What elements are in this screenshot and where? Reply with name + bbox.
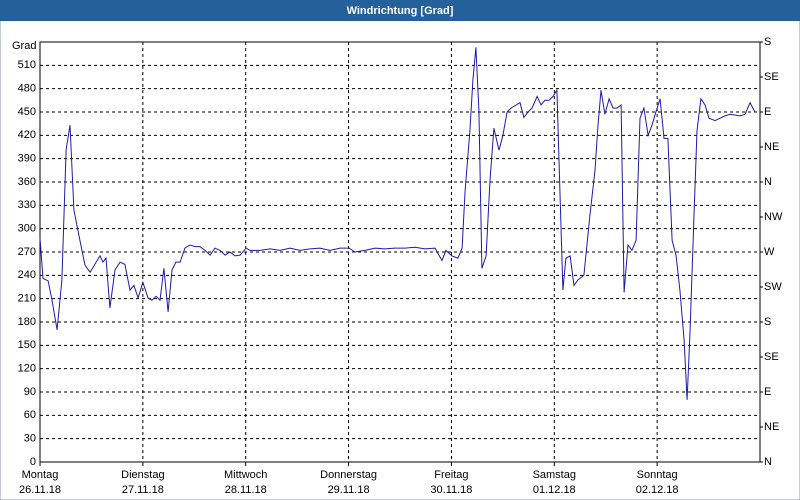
y-tick-label: 90	[24, 386, 36, 398]
title-bar	[0, 0, 800, 21]
y2-tick-label: NE	[764, 141, 779, 153]
x-tick-label: 02.12.18	[636, 484, 679, 496]
y-tick-label: 480	[18, 83, 36, 95]
y-axis-label: Grad	[12, 40, 36, 52]
x-tick-label: Donnerstag	[320, 469, 377, 481]
y2-tick-label: E	[764, 386, 771, 398]
y-tick-label: 120	[18, 363, 36, 375]
y-tick-label: 390	[18, 153, 36, 165]
x-tick-label: 28.11.18	[225, 484, 267, 496]
y-tick-label: 30	[24, 433, 36, 445]
y2-tick-label: N	[764, 456, 772, 468]
y-tick-label: 0	[30, 456, 36, 468]
x-tick-label: Mittwoch	[224, 469, 267, 481]
y-tick-label: 300	[18, 223, 36, 235]
y-tick-label: 240	[18, 269, 36, 281]
y2-tick-label: E	[764, 106, 771, 118]
y2-tick-label: SE	[764, 71, 779, 83]
y2-tick-label: W	[764, 246, 775, 258]
y-tick-label: 210	[18, 293, 36, 305]
x-tick-label: Montag	[22, 469, 59, 481]
x-tick-label: 30.11.18	[430, 484, 472, 496]
y-tick-label: 360	[18, 176, 36, 188]
y2-tick-label: S	[764, 36, 771, 48]
y-tick-label: 150	[18, 339, 36, 351]
x-tick-label: Sonntag	[637, 469, 678, 481]
y-tick-label: 180	[18, 316, 36, 328]
y-tick-label: 60	[24, 409, 36, 421]
y-tick-label: 420	[18, 129, 36, 141]
y2-tick-label: S	[764, 316, 771, 328]
x-tick-label: Dienstag	[121, 469, 164, 481]
y-tick-label: 510	[18, 59, 36, 71]
y-tick-label: 330	[18, 199, 36, 211]
x-tick-label: 26.11.18	[19, 484, 61, 496]
x-tick-label: 29.11.18	[328, 484, 370, 496]
chart-title: Windrichtung [Grad]	[347, 5, 454, 17]
y2-tick-label: SE	[764, 351, 779, 363]
y2-tick-label: SW	[764, 281, 782, 293]
x-tick-label: 01.12.18	[533, 484, 576, 496]
x-tick-label: Freitag	[434, 469, 468, 481]
y2-tick-label: N	[764, 176, 772, 188]
y2-tick-label: NW	[764, 211, 783, 223]
y-tick-label: 270	[18, 246, 36, 258]
data-line	[39, 47, 756, 400]
y-tick-label: 450	[18, 106, 36, 118]
x-tick-label: Samstag	[533, 469, 576, 481]
x-tick-label: 27.11.18	[122, 484, 164, 496]
y2-tick-label: NE	[764, 421, 779, 433]
